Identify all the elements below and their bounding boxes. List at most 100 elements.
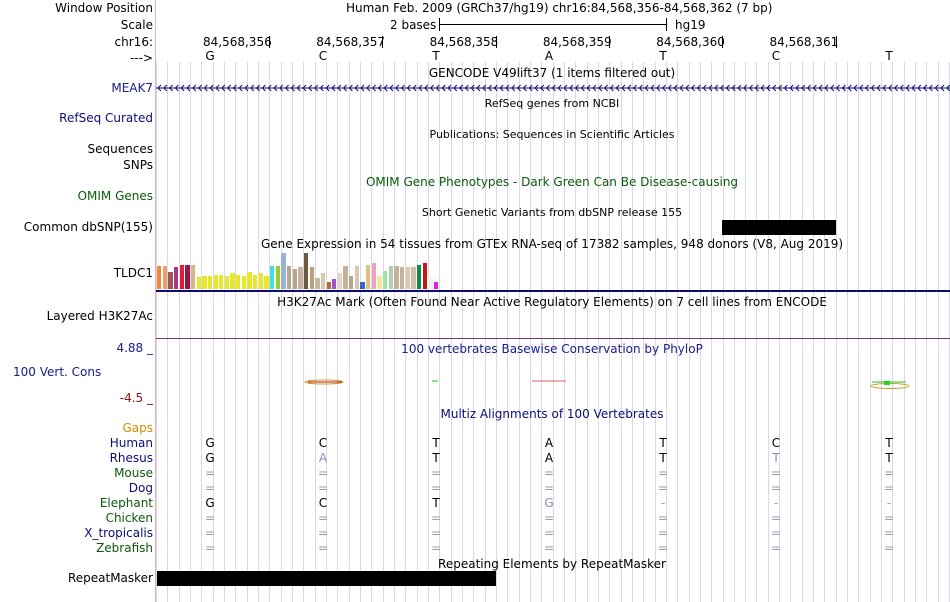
gtex-tissue-bar[interactable] [388, 266, 393, 289]
grid-line [563, 62, 565, 602]
dbsnp-variant[interactable] [722, 220, 836, 235]
gtex-tissue-bar[interactable] [411, 267, 416, 289]
refseq-title: RefSeq genes from NCBI [484, 97, 620, 110]
gtex-tissue-bar[interactable] [168, 272, 173, 289]
gtex-label[interactable]: TLDC1 [113, 266, 153, 280]
gtex-tissue-bar[interactable] [422, 262, 427, 289]
gtex-tissue-bar[interactable] [196, 277, 201, 289]
alignment-base: A [544, 451, 554, 465]
species-label[interactable]: Elephant [99, 496, 153, 510]
species-label[interactable]: Rhesus [109, 451, 153, 465]
strand-chevron [493, 84, 498, 92]
strand-chevron [348, 84, 353, 92]
species-label[interactable]: Dog [128, 481, 153, 495]
strand-chevron [557, 84, 562, 92]
gtex-tissue-bar[interactable] [247, 272, 252, 289]
strand-chevron [661, 84, 666, 92]
gtex-tissue-bar[interactable] [264, 275, 269, 289]
gtex-tissue-bar[interactable] [185, 265, 190, 289]
gtex-tissue-bar[interactable] [224, 275, 230, 289]
gtex-tissue-bar[interactable] [303, 253, 309, 289]
gtex-tissue-bar[interactable] [383, 271, 388, 289]
gtex-tissue-bar[interactable] [253, 274, 258, 289]
species-label[interactable]: Chicken [105, 511, 153, 525]
gtex-tissue-bar[interactable] [309, 267, 314, 289]
gtex-tissue-bar[interactable] [405, 267, 410, 289]
gtex-tissue-bar[interactable] [428, 277, 433, 289]
repeat-label[interactable]: RepeatMasker [67, 571, 153, 585]
gtex-bar-chart[interactable] [156, 252, 950, 289]
sequence-base: T [885, 49, 893, 63]
meak7-gene-line[interactable] [156, 83, 950, 93]
alignment-base: = [770, 541, 782, 555]
strand-chevron [163, 84, 168, 92]
gtex-tissue-bar[interactable] [275, 266, 280, 289]
gtex-tissue-bar[interactable] [258, 273, 264, 289]
gtex-tissue-bar[interactable] [349, 275, 354, 289]
grid-line [269, 62, 271, 602]
strand-chevron [870, 84, 875, 92]
strand-chevron [424, 84, 429, 92]
gtex-tissue-bar[interactable] [337, 273, 343, 289]
species-label[interactable]: Human [109, 436, 153, 450]
gtex-tissue-bar[interactable] [230, 273, 235, 289]
gtex-tissue-bar[interactable] [320, 273, 326, 289]
position-tick [495, 36, 497, 48]
dbsnp-label[interactable]: Common dbSNP(155) [23, 220, 153, 234]
gtex-tissue-bar[interactable] [213, 274, 218, 289]
gtex-tissue-bar[interactable] [315, 278, 320, 289]
gtex-tissue-bar[interactable] [394, 266, 399, 289]
phylop-plot[interactable] [156, 375, 950, 395]
gtex-tissue-bar[interactable] [207, 275, 213, 289]
gtex-tissue-bar[interactable] [354, 266, 360, 289]
gtex-tissue-bar[interactable] [399, 267, 405, 289]
grid-line [847, 62, 849, 602]
sequences-label[interactable]: Sequences [87, 142, 153, 156]
strand-chevron [569, 84, 574, 92]
alignment-base: = [883, 466, 895, 480]
strand-chevron [876, 84, 881, 92]
gtex-tissue-bar[interactable] [281, 253, 286, 289]
multiz-title: Multiz Alignments of 100 Vertebrates [440, 407, 664, 421]
gtex-tissue-bar[interactable] [219, 274, 224, 289]
gtex-tissue-bar[interactable] [360, 281, 365, 289]
species-label[interactable]: Zebrafish [96, 541, 153, 555]
gtex-tissue-bar[interactable] [236, 274, 241, 289]
gtex-tissue-bar[interactable] [286, 266, 292, 289]
gtex-tissue-bar[interactable] [162, 266, 167, 289]
gtex-tissue-bar[interactable] [190, 265, 196, 289]
grid-line [235, 62, 237, 602]
gtex-tissue-bar[interactable] [326, 281, 331, 289]
snps-label[interactable]: SNPs [123, 158, 153, 172]
gtex-tissue-bar[interactable] [292, 268, 297, 289]
gtex-tissue-bar[interactable] [157, 266, 162, 289]
strand-chevron [400, 84, 405, 92]
strand-chevron [917, 84, 922, 92]
gtex-tissue-bar[interactable] [416, 265, 422, 289]
gtex-tissue-bar[interactable] [202, 275, 207, 289]
gtex-tissue-bar[interactable] [366, 265, 371, 289]
repeat-element[interactable] [157, 571, 496, 586]
species-label[interactable]: X_tropicalis [84, 526, 153, 540]
refseq-label[interactable]: RefSeq Curated [59, 111, 153, 125]
gtex-tissue-bar[interactable] [332, 279, 337, 289]
meak7-label[interactable]: MEAK7 [111, 81, 153, 95]
alignment-base: = [543, 481, 555, 495]
gtex-tissue-bar[interactable] [371, 262, 377, 289]
gtex-tissue-bar[interactable] [270, 266, 275, 289]
gtex-tissue-bar[interactable] [377, 275, 382, 289]
omim-label[interactable]: OMIM Genes [77, 189, 153, 203]
h3k27-label[interactable]: Layered H3K27Ac [46, 309, 153, 323]
grid-line [314, 62, 316, 602]
phylop-label[interactable]: 100 Vert. Cons [13, 365, 102, 379]
gtex-tissue-bar[interactable] [241, 275, 247, 289]
gtex-tissue-bar[interactable] [173, 267, 179, 289]
gaps-label[interactable]: Gaps [122, 421, 153, 435]
gtex-tissue-bar[interactable] [179, 265, 184, 289]
gtex-tissue-bar[interactable] [343, 266, 348, 289]
grid-line [541, 62, 543, 602]
gtex-tissue-bar[interactable] [433, 281, 439, 289]
gtex-tissue-bar[interactable] [298, 267, 303, 289]
grid-line [518, 62, 520, 602]
species-label[interactable]: Mouse [114, 466, 153, 480]
